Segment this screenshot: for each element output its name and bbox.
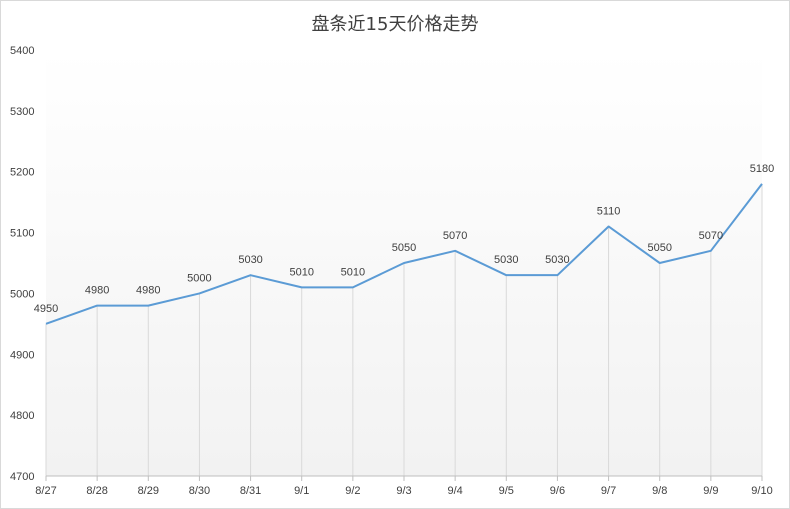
chart-title: 盘条近15天价格走势 — [311, 14, 479, 35]
data-label: 5180 — [750, 163, 774, 175]
y-tick-label: 5400 — [10, 45, 34, 57]
y-tick-label: 4900 — [10, 349, 34, 361]
x-tick-label: 8/30 — [189, 485, 210, 497]
data-label: 4950 — [34, 303, 58, 315]
x-tick-label: 9/5 — [499, 485, 514, 497]
x-tick-label: 9/10 — [751, 485, 772, 497]
x-tick-label: 9/8 — [652, 485, 667, 497]
data-labels: 4950 4980 4980 5000 5030 5010 5010 5050 5070 5030… — [34, 163, 774, 315]
data-label: 5110 — [597, 205, 621, 217]
x-tick-label: 9/7 — [601, 485, 616, 497]
y-tick-label: 4800 — [10, 410, 34, 422]
drop-lines — [45, 183, 763, 476]
data-label: 5010 — [289, 266, 313, 278]
data-label: 4980 — [136, 285, 160, 297]
x-tick-label: 8/29 — [138, 485, 159, 497]
y-tick-label: 4700 — [10, 471, 34, 483]
x-tick-label: 9/3 — [396, 485, 411, 497]
data-label: 5070 — [443, 230, 467, 242]
data-label: 5010 — [341, 266, 365, 278]
x-tick-label: 8/28 — [86, 485, 107, 497]
y-tick-label: 5000 — [10, 288, 34, 300]
data-label: 5030 — [238, 254, 262, 266]
x-tick-label: 9/1 — [294, 485, 309, 497]
x-tick-label: 9/6 — [550, 485, 565, 497]
x-axis-ticks — [45, 476, 763, 481]
data-label: 5070 — [699, 230, 723, 242]
y-tick-label: 5100 — [10, 228, 34, 240]
data-label: 5050 — [647, 242, 671, 254]
x-axis-labels: 8/27 8/28 8/29 8/30 8/31 9/1 9/2 9/3 9/4 9/5 9/6 9/… — [35, 485, 772, 497]
data-label: 4980 — [85, 285, 109, 297]
data-label: 5000 — [187, 272, 211, 284]
x-tick-label: 9/9 — [703, 485, 718, 497]
y-axis-labels: 4700 4800 4900 5000 5100 5200 5300 5400 — [10, 45, 34, 483]
x-tick-label: 9/2 — [345, 485, 360, 497]
data-label: 5050 — [392, 242, 416, 254]
y-tick-label: 5300 — [10, 106, 34, 118]
series-line — [45, 183, 763, 325]
x-tick-label: 9/4 — [447, 485, 462, 497]
x-tick-label: 8/31 — [240, 485, 261, 497]
data-label: 5030 — [494, 254, 518, 266]
data-label: 5030 — [545, 254, 569, 266]
y-tick-label: 5200 — [10, 167, 34, 179]
x-tick-label: 8/27 — [35, 485, 56, 497]
